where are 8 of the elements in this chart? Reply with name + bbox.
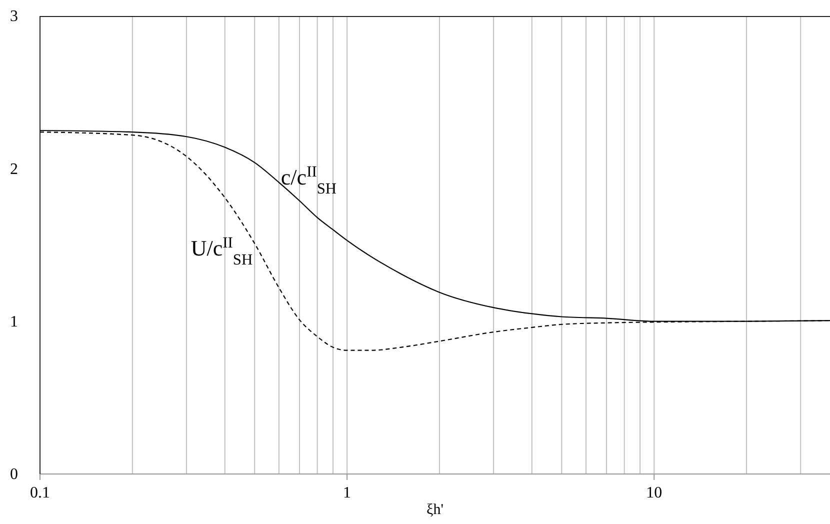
- y-tick-label: 0: [10, 466, 18, 484]
- y-tick-label: 3: [10, 8, 18, 26]
- x-tick-label: 1: [343, 484, 352, 502]
- y-tick-label: 2: [10, 160, 18, 178]
- x-tick-label: 0.1: [30, 484, 50, 502]
- x-tick-label: 10: [646, 484, 662, 502]
- x-axis-title: ξh': [426, 502, 444, 518]
- y-tick-label: 1: [10, 313, 18, 330]
